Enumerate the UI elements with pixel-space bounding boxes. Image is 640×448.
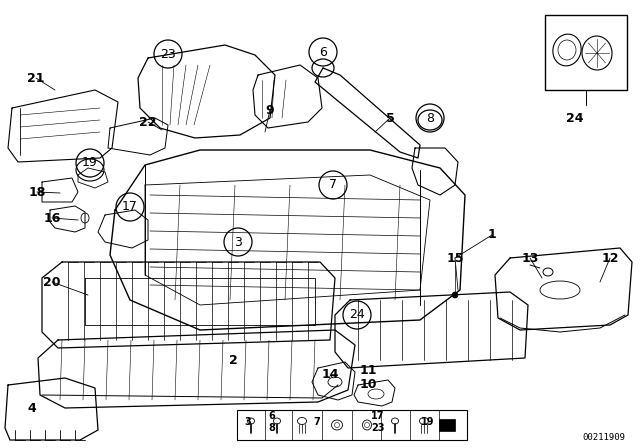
Text: 7: 7 [314, 417, 321, 427]
Text: 5: 5 [386, 112, 394, 125]
Text: 19: 19 [82, 156, 98, 169]
Text: 15: 15 [446, 251, 464, 264]
Text: 3: 3 [244, 417, 252, 427]
Circle shape [452, 292, 458, 298]
Text: 00211909: 00211909 [582, 433, 625, 442]
Text: 1: 1 [488, 228, 497, 241]
Text: 17: 17 [371, 411, 385, 421]
Text: 4: 4 [28, 401, 36, 414]
Text: 21: 21 [28, 72, 45, 85]
Bar [439, 419, 455, 431]
Text: 19: 19 [421, 417, 435, 427]
Text: 17: 17 [122, 201, 138, 214]
Text: 22: 22 [140, 116, 157, 129]
Text: 24: 24 [566, 112, 584, 125]
Text: 14: 14 [321, 369, 339, 382]
Text: 8: 8 [426, 112, 434, 125]
Text: 6: 6 [269, 411, 275, 421]
Text: 24: 24 [349, 309, 365, 322]
Text: 8: 8 [269, 423, 275, 433]
Text: 20: 20 [44, 276, 61, 289]
Text: 16: 16 [44, 211, 61, 224]
Text: 7: 7 [329, 178, 337, 191]
Bar [545, 15, 627, 90]
Text: 11: 11 [359, 363, 377, 376]
Text: 3: 3 [234, 236, 242, 249]
Bar [237, 410, 467, 440]
Text: 9: 9 [266, 103, 275, 116]
Text: 13: 13 [522, 251, 539, 264]
Text: 10: 10 [359, 379, 377, 392]
Text: 2: 2 [228, 353, 237, 366]
Text: 23: 23 [160, 47, 176, 60]
Text: 23: 23 [371, 423, 385, 433]
Text: 6: 6 [319, 46, 327, 59]
Text: 18: 18 [28, 185, 45, 198]
Text: 12: 12 [601, 251, 619, 264]
